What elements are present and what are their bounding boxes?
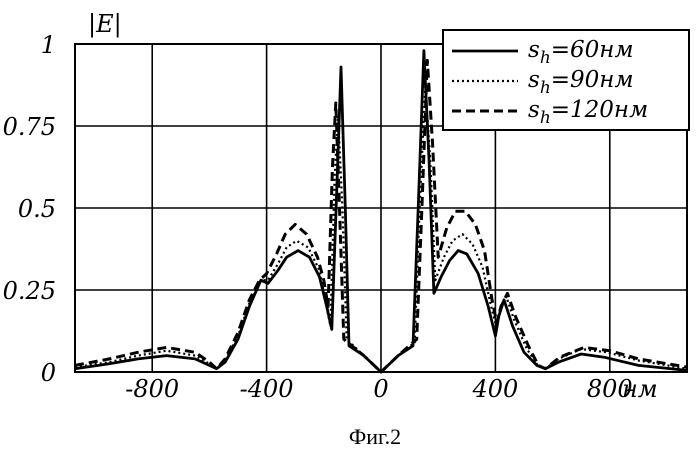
y-tick-label: 0.25 [3,277,56,305]
x-tick-label: 400 [471,375,518,403]
y-tick-label: 0 [41,359,56,387]
legend-value: =120нм [551,97,648,123]
x-tick-label: 0 [373,375,388,403]
y-tick-labels: 0 0.25 0.5 0.75 1 [3,31,56,387]
legend-subscript: h [540,108,551,128]
legend-symbol: s [528,37,540,63]
x-tick-label: -800 [125,375,179,403]
x-tick-labels: -800-4000400800 [125,375,632,403]
x-tick-label: -400 [240,375,294,403]
y-axis-label: |E| [88,10,122,39]
legend-symbol: s [528,97,540,123]
figure-caption: Фиг.2 [349,424,401,449]
x-axis-unit: нм [622,375,658,403]
legend-subscript: h [540,48,551,68]
y-tick-label: 1 [41,31,56,59]
legend-value: =90нм [551,67,634,93]
y-tick-label: 0.75 [3,113,56,141]
legend-symbol: s [528,67,540,93]
legend: sh=60нмsh=90нмsh=120нм [443,30,689,130]
legend-value: =60нм [551,37,634,63]
legend-subscript: h [540,78,551,98]
y-tick-label: 0.5 [18,195,56,223]
